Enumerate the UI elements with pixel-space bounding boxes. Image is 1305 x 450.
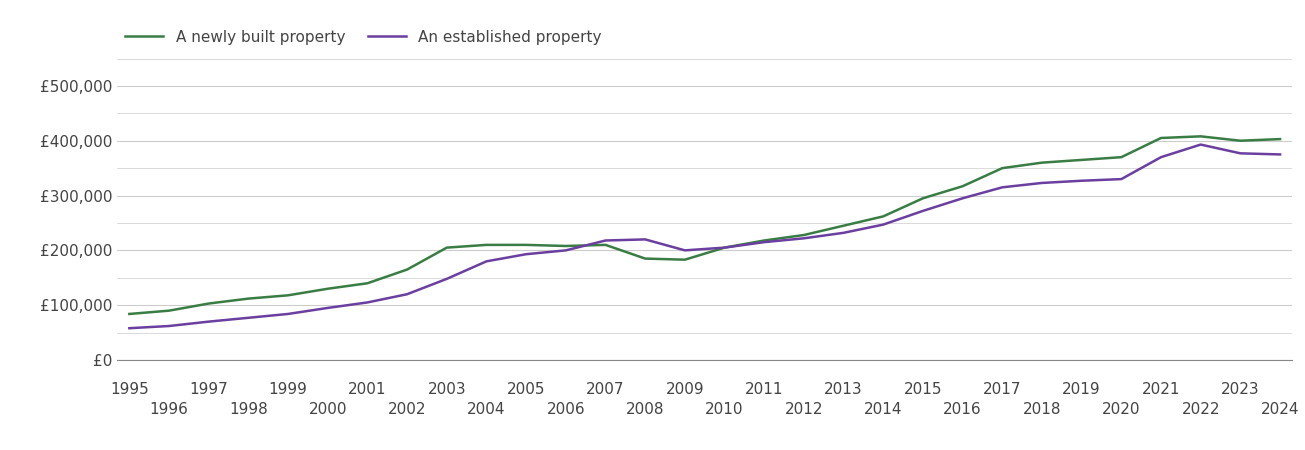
A newly built property [1154,135,1169,141]
A newly built property [637,256,652,261]
Text: 2019: 2019 [1062,382,1101,397]
An established property [281,311,296,317]
An established property [399,292,415,297]
An established property [201,319,217,324]
Text: 2014: 2014 [864,402,903,417]
A newly built property [240,296,256,302]
An established property [716,245,732,250]
Text: 2023: 2023 [1221,382,1259,397]
An established property [1272,152,1288,157]
Text: 2015: 2015 [903,382,942,397]
A newly built property [677,257,693,262]
A newly built property [955,184,971,189]
An established property [559,248,574,253]
A newly built property [796,232,812,238]
An established property [360,300,376,305]
Line: A newly built property: A newly built property [129,136,1280,314]
A newly built property [162,308,177,313]
A newly built property [757,238,773,243]
An established property [757,239,773,245]
Text: 2016: 2016 [944,402,981,417]
Text: 2008: 2008 [626,402,664,417]
Text: 2009: 2009 [666,382,705,397]
A newly built property [876,214,891,219]
A newly built property [994,166,1010,171]
A newly built property [835,223,851,229]
A newly built property [915,196,930,201]
Text: 1995: 1995 [110,382,149,397]
Legend: A newly built property, An established property: A newly built property, An established p… [125,30,602,45]
A newly built property [559,243,574,249]
Text: 1996: 1996 [150,402,188,417]
An established property [1193,142,1208,147]
A newly built property [518,242,534,248]
A newly built property [1074,157,1090,162]
An established property [876,222,891,227]
A newly built property [1272,136,1288,142]
Text: 1997: 1997 [189,382,228,397]
Text: 2002: 2002 [388,402,427,417]
An established property [677,248,693,253]
An established property [1232,151,1248,156]
Text: 2006: 2006 [547,402,585,417]
An established property [518,252,534,257]
Text: 1998: 1998 [228,402,268,417]
An established property [479,259,495,264]
A newly built property [360,280,376,286]
Text: 2000: 2000 [308,402,347,417]
A newly built property [1113,154,1129,160]
Text: 2013: 2013 [825,382,863,397]
Text: 2004: 2004 [467,402,506,417]
Text: 1999: 1999 [269,382,308,397]
An established property [796,236,812,241]
Text: 2012: 2012 [784,402,823,417]
A newly built property [201,301,217,306]
A newly built property [1034,160,1049,165]
Text: 2011: 2011 [745,382,783,397]
A newly built property [438,245,454,250]
An established property [994,184,1010,190]
An established property [1034,180,1049,186]
A newly built property [1232,138,1248,144]
Text: 2024: 2024 [1261,402,1300,417]
An established property [1154,154,1169,160]
An established property [955,196,971,201]
An established property [835,230,851,235]
An established property [1074,178,1090,184]
Text: 2020: 2020 [1103,402,1141,417]
Text: 2007: 2007 [586,382,625,397]
Text: 2010: 2010 [705,402,744,417]
Text: 2005: 2005 [506,382,545,397]
A newly built property [1193,134,1208,139]
Line: An established property: An established property [129,144,1280,328]
An established property [1113,176,1129,182]
Text: 2021: 2021 [1142,382,1180,397]
An established property [240,315,256,320]
A newly built property [716,245,732,250]
A newly built property [121,311,137,317]
A newly built property [281,292,296,298]
An established property [121,325,137,331]
Text: 2003: 2003 [428,382,466,397]
An established property [915,208,930,214]
Text: 2017: 2017 [983,382,1022,397]
Text: 2022: 2022 [1181,402,1220,417]
An established property [598,238,613,243]
An established property [320,305,335,310]
Text: 2018: 2018 [1023,402,1061,417]
A newly built property [320,286,335,292]
An established property [637,237,652,242]
A newly built property [598,242,613,248]
A newly built property [479,242,495,248]
An established property [438,276,454,282]
Text: 2001: 2001 [348,382,386,397]
A newly built property [399,267,415,272]
An established property [162,323,177,328]
